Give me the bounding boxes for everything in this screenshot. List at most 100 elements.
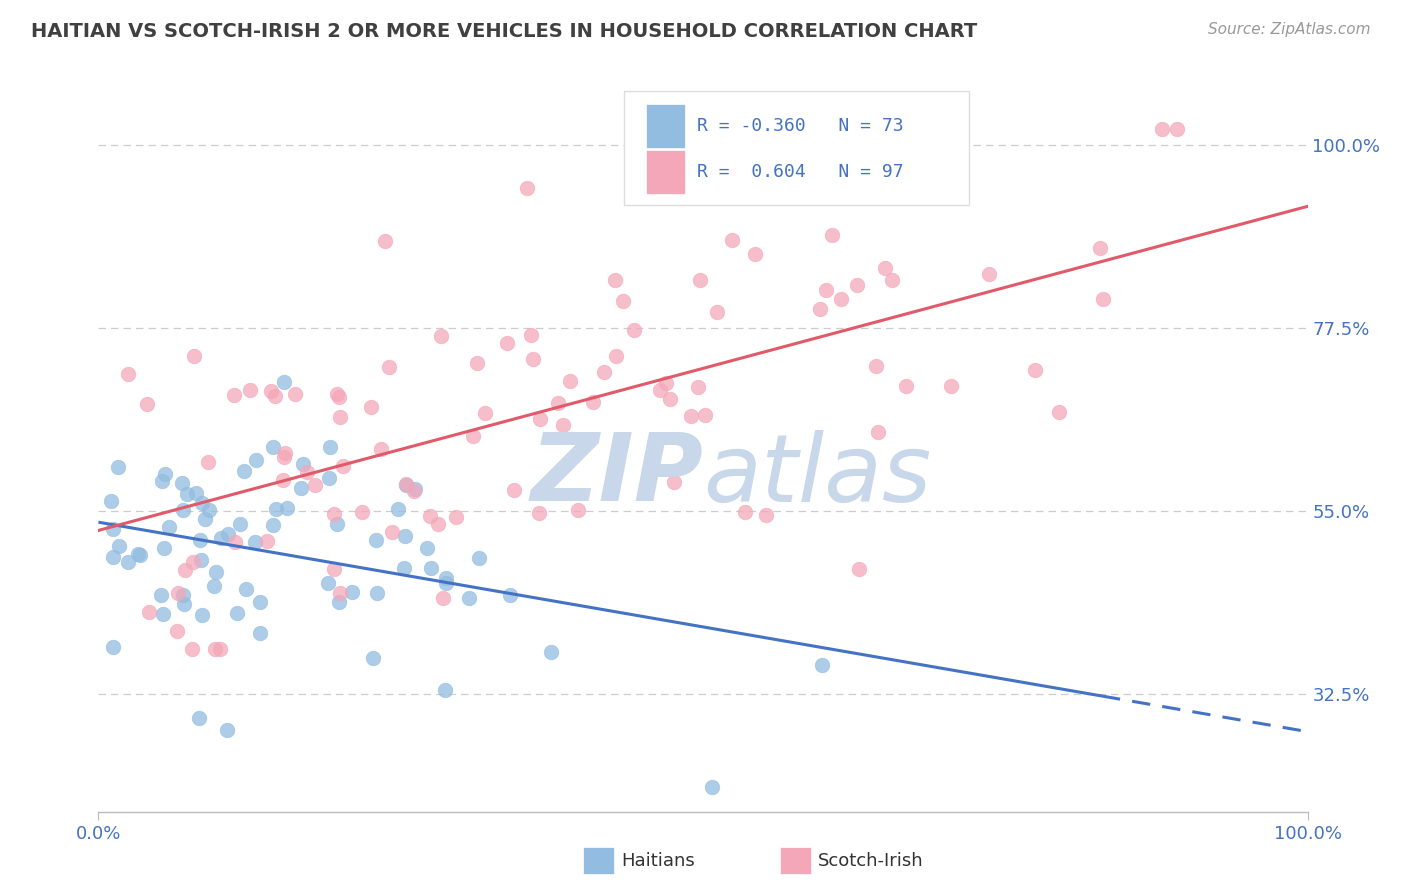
Point — [323, 507, 346, 521]
Point — [520, 328, 543, 343]
Point — [402, 484, 425, 499]
Point — [880, 273, 903, 287]
Point — [465, 356, 488, 370]
Point — [202, 579, 225, 593]
Point — [811, 658, 834, 673]
Point — [188, 533, 211, 548]
Point — [194, 511, 217, 525]
Point — [1091, 292, 1114, 306]
Point — [117, 368, 139, 382]
Point — [360, 400, 382, 414]
Point — [429, 328, 451, 343]
Point — [328, 594, 350, 608]
Text: Scotch-Irish: Scotch-Irish — [818, 852, 924, 870]
Point — [271, 474, 294, 488]
Point — [297, 465, 319, 479]
Point — [176, 487, 198, 501]
Point — [361, 651, 384, 665]
Point — [233, 464, 256, 478]
Point — [350, 505, 373, 519]
Point — [150, 474, 173, 488]
Point — [153, 467, 176, 481]
Point — [845, 277, 868, 292]
Point — [209, 642, 232, 657]
Point — [848, 562, 870, 576]
Point — [172, 588, 194, 602]
Point — [322, 562, 344, 576]
Point — [499, 588, 522, 602]
Point — [364, 533, 387, 548]
Point — [558, 375, 581, 389]
Point — [527, 506, 550, 520]
Point — [316, 576, 339, 591]
Point — [395, 476, 418, 491]
Point — [174, 563, 197, 577]
Point — [679, 409, 702, 423]
Point — [873, 261, 896, 276]
Point — [319, 440, 342, 454]
Point — [249, 625, 271, 640]
Point — [1150, 122, 1173, 136]
Point — [235, 582, 257, 596]
Point — [326, 386, 349, 401]
Point — [444, 510, 467, 524]
Point — [108, 539, 131, 553]
Point — [136, 396, 159, 410]
Point — [896, 379, 918, 393]
Point — [329, 410, 352, 425]
Point — [228, 516, 250, 531]
Point — [404, 482, 426, 496]
Point — [224, 535, 246, 549]
Point — [263, 389, 285, 403]
Point — [209, 531, 232, 545]
Point — [387, 502, 409, 516]
Point — [866, 425, 889, 440]
Point — [191, 608, 214, 623]
Point — [458, 591, 481, 605]
Text: ZIP: ZIP — [530, 429, 703, 521]
Point — [152, 541, 174, 556]
Point — [381, 525, 404, 540]
Point — [370, 442, 392, 457]
Point — [658, 392, 681, 406]
Point — [654, 376, 676, 390]
Point — [166, 624, 188, 638]
Point — [184, 486, 207, 500]
Point — [1166, 122, 1188, 136]
Point — [496, 336, 519, 351]
Point — [941, 379, 963, 393]
Point — [395, 477, 418, 491]
Point — [204, 642, 226, 657]
Point — [117, 555, 139, 569]
Point — [262, 440, 284, 454]
Point — [152, 607, 174, 622]
Point — [814, 283, 837, 297]
FancyBboxPatch shape — [624, 91, 969, 204]
Point — [516, 180, 538, 194]
Point — [217, 527, 239, 541]
Point — [522, 352, 544, 367]
Point — [100, 494, 122, 508]
Point — [183, 349, 205, 363]
Point — [245, 535, 267, 549]
Point — [529, 411, 551, 425]
Point — [593, 365, 616, 379]
Point — [205, 565, 228, 579]
Point — [734, 505, 756, 519]
Point — [832, 179, 855, 194]
Point — [567, 502, 589, 516]
Point — [648, 383, 671, 397]
Text: atlas: atlas — [703, 430, 931, 521]
Point — [274, 445, 297, 459]
Point — [264, 501, 287, 516]
Point — [810, 302, 832, 317]
Point — [292, 457, 315, 471]
Point — [226, 606, 249, 620]
Point — [332, 459, 354, 474]
Point — [503, 483, 526, 497]
Point — [706, 305, 728, 319]
Point — [328, 390, 350, 404]
Point — [434, 571, 457, 585]
Point — [755, 508, 778, 522]
Point — [167, 585, 190, 599]
